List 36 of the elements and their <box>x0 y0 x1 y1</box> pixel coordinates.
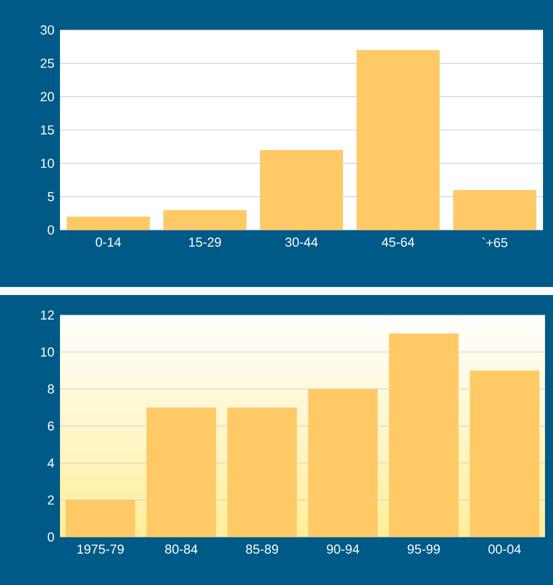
x-tick-label: 85-89 <box>246 544 278 554</box>
bar <box>260 150 344 230</box>
x-tick-label: 80-84 <box>165 544 198 554</box>
y-tick-label: 20 <box>40 92 54 102</box>
y-tick-label: 5 <box>48 192 54 202</box>
bar <box>470 370 540 537</box>
bar <box>308 388 378 537</box>
y-tick-label: 15 <box>40 125 54 135</box>
bar <box>163 210 246 230</box>
y-tick-label: 4 <box>48 458 54 468</box>
bar <box>356 50 440 230</box>
y-tick-label: 8 <box>48 384 54 394</box>
x-tick-label: `+65 <box>482 238 508 248</box>
y-tick-label: 30 <box>40 25 54 35</box>
x-tick-label: 45-64 <box>382 238 414 247</box>
x-tick-label: 00-04 <box>488 544 521 554</box>
y-tick-label: 12 <box>40 310 54 320</box>
y-tick-label: 10 <box>40 347 54 357</box>
x-tick-label: 95-99 <box>408 544 440 554</box>
bar <box>146 408 216 537</box>
y-tick-label: 10 <box>40 158 54 168</box>
bar <box>66 500 136 537</box>
y-tick-label: 0 <box>48 532 54 542</box>
y-tick-label: 0 <box>48 225 54 235</box>
y-tick-label: 6 <box>48 421 54 431</box>
bar <box>66 216 150 230</box>
bar <box>388 333 459 537</box>
x-tick-label: 90-94 <box>326 544 360 554</box>
bar <box>453 190 536 230</box>
bar <box>227 408 297 537</box>
x-tick-label: 1975-79 <box>78 544 124 554</box>
y-tick-label: 25 <box>40 58 54 68</box>
x-tick-label: 15-29 <box>189 238 221 247</box>
x-tick-label: 30-44 <box>285 238 318 247</box>
x-tick-label: 0-14 <box>96 238 121 247</box>
y-tick-label: 2 <box>48 495 54 505</box>
